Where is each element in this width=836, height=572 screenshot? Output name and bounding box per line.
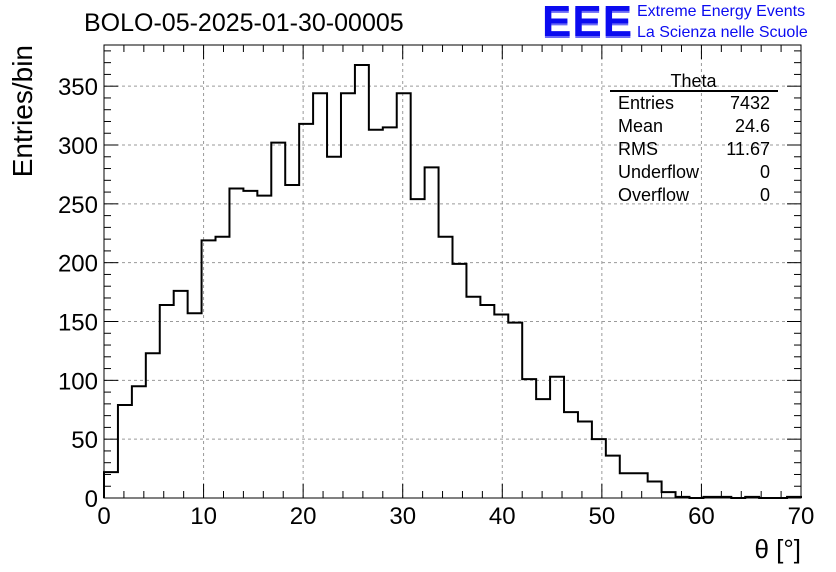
histogram-bin <box>453 264 467 498</box>
histogram-bin <box>174 291 188 498</box>
y-tick-label: 150 <box>58 310 98 337</box>
histogram-bin <box>606 456 620 498</box>
histogram-bin <box>508 323 522 498</box>
histogram-bin <box>299 124 313 498</box>
stats-value: 0 <box>759 185 770 205</box>
histogram-bin <box>216 237 230 498</box>
histogram-bin <box>620 473 634 498</box>
histogram-bin <box>536 399 550 498</box>
y-tick-label: 100 <box>58 368 98 395</box>
x-axis-title: θ [°] <box>754 534 801 564</box>
stats-row-rms: RMS 11.67 <box>618 139 770 161</box>
stats-key: Mean <box>618 116 664 136</box>
histogram-bin <box>188 313 202 498</box>
x-tick-label: 30 <box>389 503 416 530</box>
histogram-bin <box>634 473 648 498</box>
histogram-bin <box>648 482 662 498</box>
histogram-bin <box>327 157 341 498</box>
histogram-bin <box>202 240 216 498</box>
stats-title: Theta <box>670 71 717 91</box>
histogram-outline <box>103 64 802 499</box>
histogram-bin <box>439 237 453 498</box>
x-tick-label: 40 <box>489 503 516 530</box>
histogram-bin <box>104 472 118 498</box>
x-tick-label: 50 <box>589 503 616 530</box>
y-tick-label: 50 <box>71 427 98 454</box>
y-tick-label: 250 <box>58 192 98 219</box>
histogram-bin <box>229 189 243 498</box>
y-tick-label: 0 <box>85 486 98 513</box>
histogram-bin <box>578 422 592 498</box>
stats-key: Entries <box>618 93 675 113</box>
histogram-bin <box>285 185 299 498</box>
stats-row-mean: Mean 24.6 <box>618 116 770 138</box>
histogram-bin <box>341 93 355 498</box>
histogram-bin <box>522 379 536 498</box>
x-tick-label: 60 <box>688 503 715 530</box>
histogram-bin <box>494 314 508 498</box>
stats-key: RMS <box>618 139 658 159</box>
histogram-bin <box>466 297 480 498</box>
histogram-bin <box>313 93 327 498</box>
histogram-bin <box>132 386 146 498</box>
eee-logo: EEE <box>542 0 634 46</box>
histogram-bin <box>271 143 285 498</box>
histogram-bin <box>550 377 564 498</box>
stats-key: Overflow <box>618 185 690 205</box>
histogram-bin <box>355 65 369 498</box>
y-tick-label: 200 <box>58 251 98 278</box>
histogram-bin <box>383 127 397 498</box>
logo-caption-line2: La Scienza nelle Scuole <box>637 24 808 41</box>
x-tick-label: 10 <box>190 503 217 530</box>
y-tick-label: 350 <box>58 74 98 101</box>
stats-value: 24.6 <box>734 116 770 136</box>
histogram-bin <box>257 196 271 498</box>
x-tick-label: 0 <box>97 503 110 530</box>
x-tick-label: 20 <box>290 503 317 530</box>
stats-row-underflow: Underflow 0 <box>618 162 770 184</box>
histogram-bin <box>146 353 160 498</box>
stats-key: Underflow <box>618 162 700 182</box>
histogram-bin <box>160 305 174 498</box>
histogram-bin <box>243 191 257 498</box>
plot-frame <box>103 44 802 499</box>
y-axis-title: Entries/bin <box>7 45 38 177</box>
histogram-bin <box>397 93 411 498</box>
histogram-bin <box>480 305 494 498</box>
histogram-bin <box>425 167 439 498</box>
stats-row-entries: Entries 7432 <box>618 93 770 115</box>
logo-caption-line1: Extreme Energy Events <box>637 3 806 20</box>
stats-row-overflow: Overflow 0 <box>618 185 770 207</box>
histogram-bin <box>118 405 132 498</box>
histogram-bin <box>411 199 425 498</box>
histogram-bin <box>592 439 606 498</box>
y-tick-label: 300 <box>58 133 98 160</box>
histogram-bin <box>369 130 383 498</box>
plot-title: BOLO-05-2025-01-30-00005 <box>84 9 404 37</box>
histogram-bin <box>564 412 578 498</box>
x-tick-label: 70 <box>788 503 815 530</box>
stats-value: 7432 <box>729 93 770 113</box>
stats-divider <box>610 90 778 92</box>
stats-value: 11.67 <box>726 139 770 159</box>
stats-value: 0 <box>759 162 770 182</box>
